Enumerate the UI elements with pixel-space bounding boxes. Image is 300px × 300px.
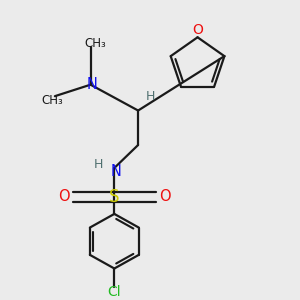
Text: S: S: [109, 188, 120, 206]
Text: N: N: [110, 164, 121, 179]
Text: H: H: [93, 158, 103, 171]
Text: H: H: [145, 90, 155, 103]
Text: O: O: [159, 189, 171, 204]
Text: O: O: [192, 23, 203, 37]
Text: N: N: [87, 77, 98, 92]
Text: CH₃: CH₃: [84, 37, 106, 50]
Text: O: O: [58, 189, 70, 204]
Text: Cl: Cl: [107, 285, 121, 299]
Text: CH₃: CH₃: [41, 94, 63, 107]
